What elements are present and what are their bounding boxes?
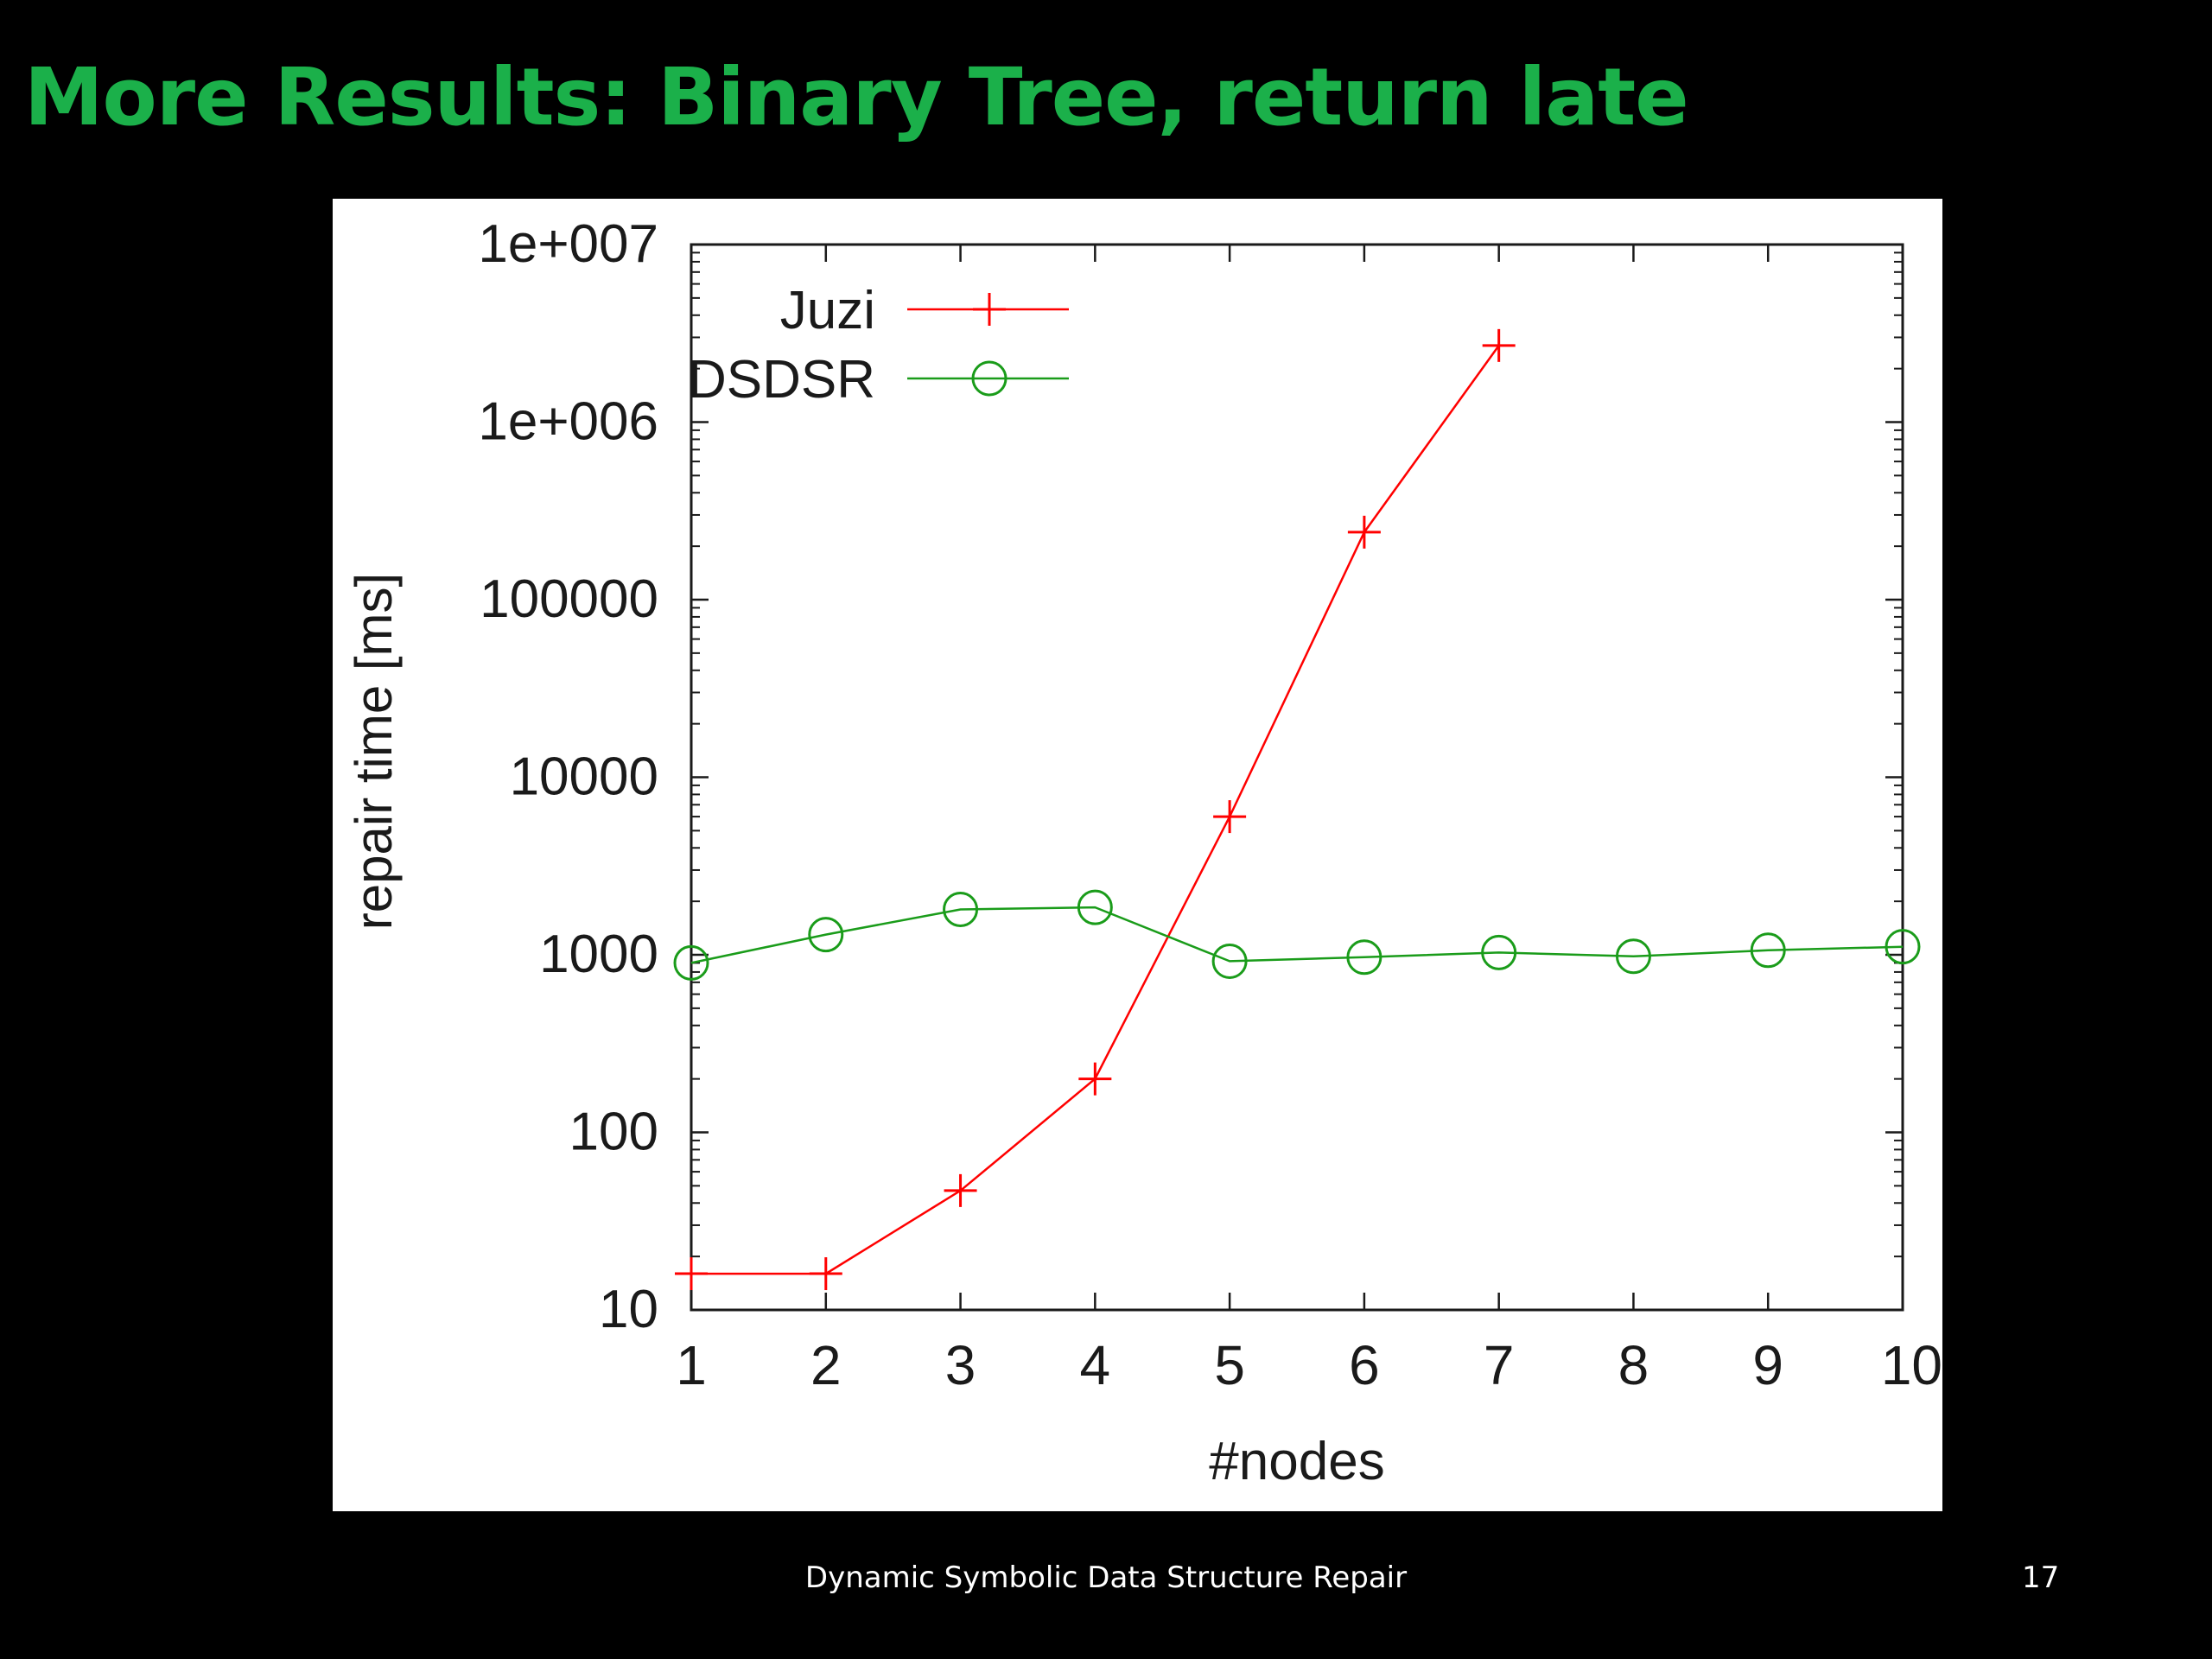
x-tick-label: 2	[810, 1334, 842, 1396]
x-tick-label: 8	[1618, 1334, 1649, 1396]
x-tick-label: 6	[1349, 1334, 1380, 1396]
chart-panel: 10 100 1000 10000 100000 1e+006 1e+007 1 2 3 4 5 6 7 8…	[333, 199, 1942, 1511]
point-juzi	[1078, 1062, 1112, 1096]
x-tick-label: 10	[1881, 1334, 1942, 1396]
point-juzi	[1347, 515, 1381, 549]
legend-marker-juzi	[973, 293, 1006, 326]
y-tick-label: 100	[569, 1103, 658, 1162]
point-dsdsr	[673, 944, 709, 981]
x-tick-label: 1	[676, 1334, 707, 1396]
point-juzi	[675, 1257, 708, 1291]
point-juzi	[1482, 328, 1516, 362]
series-line-dsdsr	[690, 906, 1904, 964]
y-tick-label: 100000	[480, 569, 658, 629]
point-juzi	[1213, 800, 1247, 834]
slide-title: More Results: Binary Tree, return late	[24, 51, 1689, 143]
point-dsdsr	[1481, 934, 1517, 970]
slide-footer: Dynamic Symbolic Data Structure Repair	[804, 1560, 1408, 1595]
point-dsdsr	[943, 892, 979, 928]
y-axis-label: repair time [ms]	[345, 573, 403, 930]
y-tick-label: 1000	[539, 925, 658, 984]
y-tick-label: 10000	[510, 747, 658, 807]
point-dsdsr	[1346, 939, 1382, 976]
point-dsdsr	[1615, 938, 1651, 975]
point-juzi	[809, 1257, 842, 1291]
legend-label-dsdsr: DSDSR	[688, 350, 875, 410]
x-tick-label: 4	[1080, 1334, 1111, 1396]
series-line-juzi	[691, 345, 1500, 1275]
legend-marker-dsdsr	[971, 360, 1007, 397]
point-dsdsr	[1077, 889, 1113, 925]
legend-label-juzi: Juzi	[780, 281, 875, 340]
point-dsdsr	[1885, 929, 1921, 965]
x-tick-label: 9	[1752, 1334, 1783, 1396]
series-dsdsr	[673, 889, 1921, 981]
y-tick-label: 10	[599, 1280, 658, 1339]
point-dsdsr	[1750, 932, 1786, 969]
x-tick-label: 5	[1214, 1334, 1245, 1396]
legend: Juzi DSDSR	[688, 281, 1069, 410]
line-chart: 10 100 1000 10000 100000 1e+006 1e+007 1 2 3 4 5 6 7 8…	[345, 214, 1942, 1491]
x-tick-label: 3	[945, 1334, 976, 1396]
series-juzi	[675, 328, 1516, 1291]
point-dsdsr	[808, 917, 844, 953]
point-juzi	[944, 1173, 977, 1207]
page-number: 17	[2022, 1560, 2060, 1595]
y-tick-label: 1e+006	[478, 392, 658, 452]
x-tick-label: 7	[1484, 1334, 1515, 1396]
point-dsdsr	[1211, 943, 1248, 979]
x-axis-label: #nodes	[1209, 1432, 1384, 1491]
y-tick-label: 1e+007	[478, 214, 658, 274]
